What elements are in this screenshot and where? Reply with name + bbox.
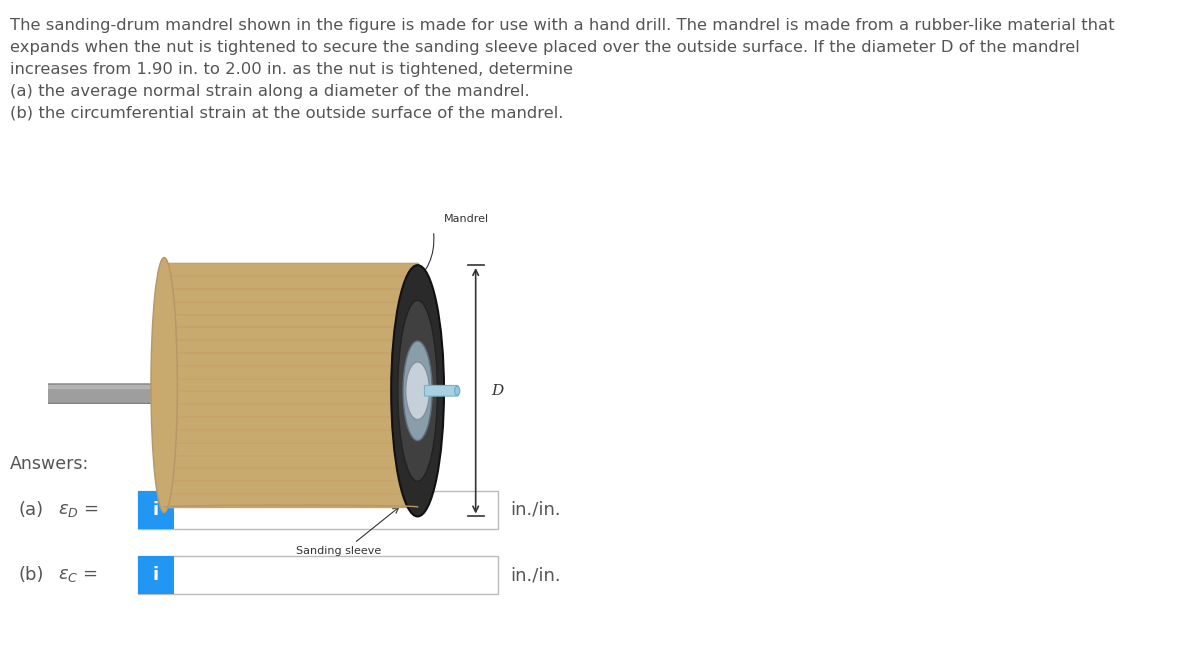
Text: (a) the average normal strain along a diameter of the mandrel.: (a) the average normal strain along a di…	[10, 84, 529, 99]
Text: in./in.: in./in.	[510, 566, 560, 584]
FancyBboxPatch shape	[138, 491, 174, 529]
Text: (a): (a)	[18, 501, 43, 519]
Text: (b) the circumferential strain at the outside surface of the mandrel.: (b) the circumferential strain at the ou…	[10, 106, 563, 121]
Text: (b): (b)	[18, 566, 43, 584]
Text: in./in.: in./in.	[510, 501, 560, 519]
Ellipse shape	[391, 265, 444, 516]
Text: increases from 1.90 in. to 2.00 in. as the nut is tightened, determine: increases from 1.90 in. to 2.00 in. as t…	[10, 62, 574, 77]
Text: expands when the nut is tightened to secure the sanding sleeve placed over the o: expands when the nut is tightened to sec…	[10, 40, 1080, 55]
Text: $\varepsilon_D$ =: $\varepsilon_D$ =	[58, 501, 98, 519]
Ellipse shape	[151, 257, 178, 512]
Text: The sanding-drum mandrel shown in the figure is made for use with a hand drill. : The sanding-drum mandrel shown in the fi…	[10, 18, 1115, 33]
Text: Sanding sleeve: Sanding sleeve	[295, 546, 382, 556]
FancyBboxPatch shape	[138, 556, 498, 594]
Text: D: D	[492, 384, 504, 397]
Text: Mandrel: Mandrel	[444, 214, 490, 224]
Ellipse shape	[397, 301, 438, 481]
Ellipse shape	[406, 362, 430, 420]
FancyBboxPatch shape	[47, 384, 218, 403]
FancyBboxPatch shape	[138, 556, 174, 594]
Text: Answers:: Answers:	[10, 455, 89, 473]
Ellipse shape	[455, 386, 460, 395]
FancyBboxPatch shape	[425, 385, 458, 396]
FancyBboxPatch shape	[138, 491, 498, 529]
Ellipse shape	[403, 341, 432, 440]
Text: i: i	[152, 501, 160, 519]
Text: $\varepsilon_C$ =: $\varepsilon_C$ =	[58, 566, 98, 584]
Text: i: i	[152, 566, 160, 584]
